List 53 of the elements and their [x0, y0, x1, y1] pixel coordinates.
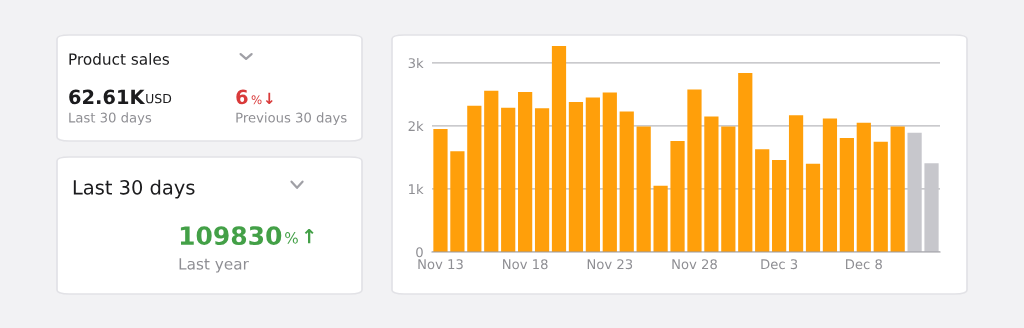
x-tick-label: Nov 18 — [503, 259, 548, 270]
text: Last year — [179, 258, 249, 273]
bar — [873, 141, 888, 252]
bar — [721, 126, 736, 252]
bar — [602, 92, 617, 252]
text: ↑ — [304, 228, 314, 244]
text: USD — [146, 93, 172, 104]
bar — [636, 126, 651, 252]
bar — [653, 185, 668, 252]
bar — [518, 91, 533, 252]
bar — [467, 105, 482, 252]
text: ↓ — [265, 92, 273, 104]
bar — [738, 72, 753, 252]
text: 109830 — [180, 226, 282, 246]
bar — [822, 118, 838, 252]
bar — [755, 149, 770, 252]
x-tick-label: Dec 3 — [761, 259, 798, 270]
x-tick-label: Nov 28 — [672, 259, 717, 270]
bar — [450, 151, 465, 252]
bar — [805, 163, 821, 252]
text: Product sales — [69, 53, 170, 65]
x-tick-label: Nov 13 — [418, 259, 463, 270]
bar — [585, 97, 600, 252]
bar — [924, 163, 939, 252]
bar — [907, 132, 922, 252]
bar — [890, 126, 905, 252]
x-tick-label: Dec 8 — [846, 259, 882, 270]
y-tick-label: 3k — [408, 57, 424, 69]
bar — [772, 159, 787, 252]
bar — [551, 45, 567, 252]
text: % — [251, 95, 262, 105]
bar — [619, 111, 634, 252]
bar — [433, 129, 448, 252]
bar — [568, 101, 584, 252]
bar — [687, 89, 702, 252]
x-tick-label: Nov 23 — [587, 259, 633, 270]
text: % — [285, 232, 298, 244]
bar — [839, 137, 854, 252]
y-tick-label: 1k — [409, 183, 424, 194]
bar — [704, 116, 719, 252]
text: Last 30 days — [73, 179, 195, 199]
bar — [484, 90, 499, 252]
text: 6 — [236, 89, 248, 105]
bar — [670, 141, 685, 252]
y-tick-label: 2k — [408, 120, 424, 131]
bar — [856, 122, 871, 252]
bar — [501, 107, 516, 252]
text: Previous 30 days — [236, 112, 347, 126]
bar — [788, 115, 804, 252]
text: Last 30 days — [69, 112, 152, 126]
y-tick-label: 0 — [416, 247, 423, 258]
text: 62.61K — [69, 89, 146, 105]
bar — [534, 108, 550, 252]
